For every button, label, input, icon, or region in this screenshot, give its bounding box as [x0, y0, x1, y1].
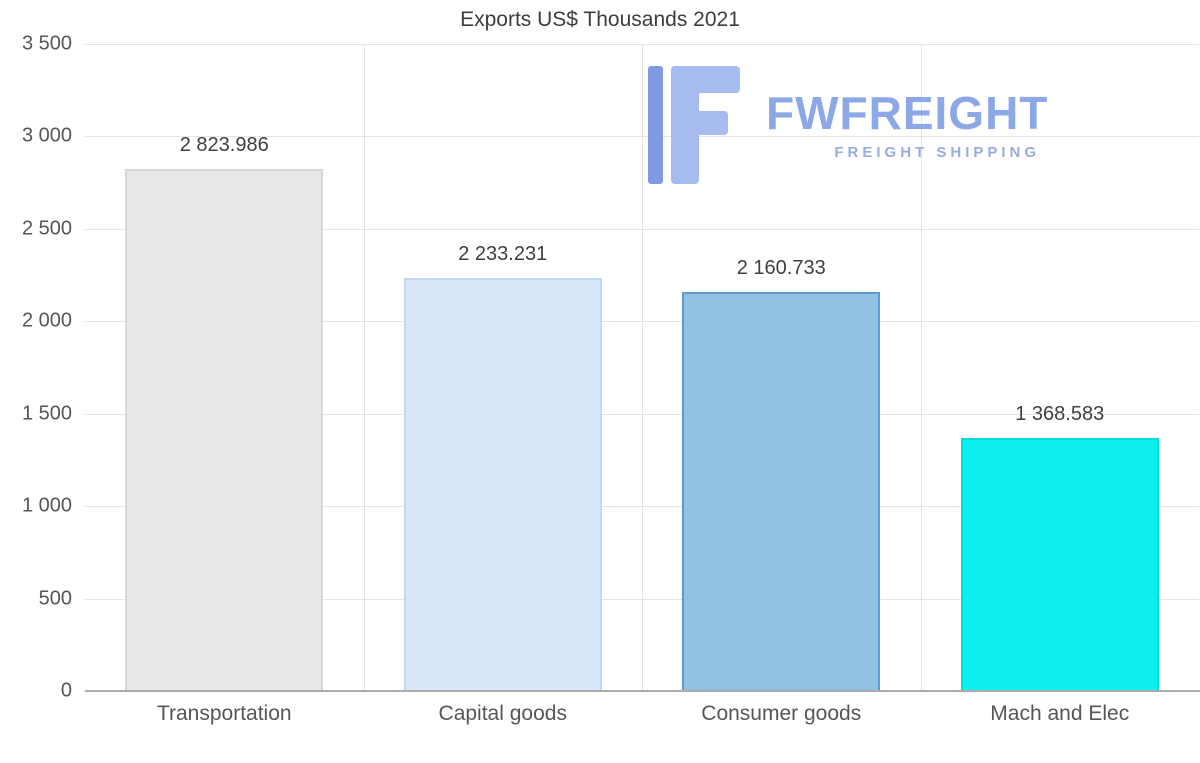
logo: FWFREIGHT FREIGHT SHIPPING	[648, 66, 1048, 184]
chart-title: Exports US$ Thousands 2021	[460, 8, 740, 31]
y-tick-label: 2 500	[21, 217, 72, 240]
x-tick-label: Mach and Elec	[990, 702, 1130, 725]
bar-value-label: 1 368.583	[1015, 403, 1105, 426]
x-axis: Transportation Capital goods Consumer good…	[85, 702, 1199, 726]
y-tick-label: 500	[38, 587, 72, 610]
logo-brand-name: FWFREIGHT	[766, 87, 1049, 140]
y-tick-label: 1 500	[21, 402, 72, 425]
plot-area: 2 823.986 2 233.231 2 160.733 1 368.583	[85, 44, 1199, 691]
y-tick-label: 3 500	[21, 32, 72, 55]
v-gridline	[642, 44, 643, 691]
x-axis-line	[85, 690, 1200, 692]
y-tick-label: 0	[60, 679, 72, 702]
bar-transportation[interactable]	[125, 168, 324, 691]
y-tick-label: 1 000	[21, 494, 72, 517]
x-tick-label: Transportation	[156, 702, 292, 725]
v-gridline	[363, 44, 365, 691]
logo-text: FWFREIGHT FREIGHT SHIPPING	[766, 87, 1049, 161]
y-tick-label: 3 000	[21, 124, 72, 147]
logo-f-icon	[648, 66, 740, 184]
y-tick-label: 2 000	[21, 309, 72, 332]
bar-value-label: 2 233.231	[458, 243, 548, 266]
v-gridline	[920, 44, 922, 691]
bar-value-label: 2 823.986	[179, 133, 269, 156]
bar-capital-goods[interactable]	[403, 278, 602, 691]
x-tick-label: Consumer goods	[701, 702, 862, 725]
x-tick-label: Capital goods	[438, 702, 567, 725]
logo-tagline: FREIGHT SHIPPING	[834, 143, 1041, 161]
bar-mach-and-elec[interactable]	[960, 438, 1159, 691]
bar-consumer-goods[interactable]	[682, 291, 881, 691]
bar-value-label: 2 160.733	[736, 256, 826, 279]
